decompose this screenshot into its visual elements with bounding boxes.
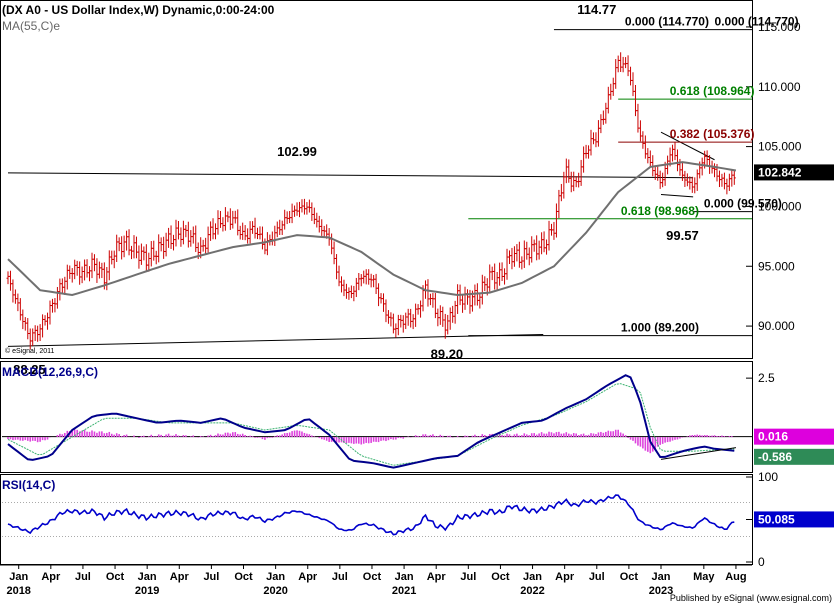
macd-y-tick-label: 2.5 <box>758 371 775 385</box>
fib-label: 0.000 (114.770) <box>715 15 799 29</box>
price-value-tag: 102.842 <box>758 165 802 179</box>
macd-hist-value-tag-bg <box>754 428 834 445</box>
x-tick-label: Jul <box>460 571 476 583</box>
x-tick-label: Jul <box>589 571 605 583</box>
price-y-axis: 115.000 110.000 105.000 100.000 95.000 90.000 <box>746 20 802 333</box>
x-tick-label: Oct <box>106 571 125 583</box>
x-year-label: 2021 <box>392 585 416 597</box>
x-tick-label: Apr <box>555 571 575 583</box>
x-tick-label: Jan <box>395 571 414 583</box>
price-annotation: 99.57 <box>666 228 699 243</box>
rsi-panel-frame <box>0 474 753 565</box>
x-tick-label: May <box>693 571 715 583</box>
fib-label: 0.618 (108.964) <box>670 84 755 98</box>
x-tick-label: Apr <box>41 571 61 583</box>
x-year-label: 2018 <box>6 585 30 597</box>
x-year-label: 2019 <box>135 585 159 597</box>
x-tick-label: Jul <box>203 571 219 583</box>
x-tick-label: Jan <box>138 571 157 583</box>
x-tick-label: Apr <box>427 571 447 583</box>
x-tick-label: Aug <box>725 571 746 583</box>
fibonacci-levels: 0.000 (114.770) 0.000 (114.770) 0.618 (108… <box>468 15 799 337</box>
x-tick-label: Jan <box>266 571 285 583</box>
macd-trendline <box>660 447 737 460</box>
published-label: Published by eSignal (www.esignal.com) <box>670 593 832 603</box>
rsi-title: RSI(14,C) <box>2 478 55 492</box>
trendline <box>660 193 694 198</box>
rsi-y-tick-label: 0 <box>758 555 765 569</box>
ma-legend: MA(55,C)e <box>2 19 60 33</box>
price-y-tick-label: 110.000 <box>758 80 801 94</box>
x-tick-label: Jul <box>332 571 348 583</box>
x-tick-label: Oct <box>620 571 639 583</box>
macd-y-axis: 2.5 <box>2 371 775 438</box>
fib-label: 0.000 (99.570) <box>704 197 782 211</box>
price-y-tick-label: 115.000 <box>758 20 801 34</box>
price-value-tag-bg <box>754 164 834 181</box>
price-y-tick-label: 90.000 <box>758 319 795 333</box>
x-year-label: 2023 <box>649 585 673 597</box>
x-tick-label: Jan <box>652 571 671 583</box>
price-y-tick-label: 95.000 <box>758 259 795 273</box>
x-year-label: 2020 <box>263 585 287 597</box>
macd-panel-frame <box>0 361 753 473</box>
rsi-value-tag-bg <box>754 511 834 528</box>
trendline <box>7 333 544 347</box>
price-bars <box>6 52 736 350</box>
macd-value-tag: -0.586 <box>758 450 792 464</box>
x-tick-label: Apr <box>298 571 318 583</box>
macd-value-tag-bg <box>754 448 834 465</box>
rsi-value-tag: 50.085 <box>758 512 795 526</box>
price-annotation: 88.25 <box>13 362 46 377</box>
macd-title: MACD(12,26,9,C) <box>2 365 98 379</box>
x-tick-label: Jan <box>523 571 542 583</box>
macd-hist-value-tag: 0.016 <box>758 430 788 444</box>
x-tick-label: Oct <box>491 571 510 583</box>
x-tick-label: Jul <box>75 571 91 583</box>
macd-line <box>7 374 735 469</box>
rsi-y-axis: 100500 <box>2 470 778 569</box>
value-tags: 102.842 0.016 -0.586 50.085 <box>754 164 834 528</box>
rsi-line <box>7 494 735 536</box>
fib-label: 0.618 (98.968) <box>621 204 699 218</box>
fib-label: 0.382 (105.376) <box>670 127 755 141</box>
x-tick-label: Oct <box>234 571 253 583</box>
x-tick-label: Oct <box>363 571 382 583</box>
ma-55-line <box>7 161 737 297</box>
price-annotation: 114.77 <box>577 2 616 17</box>
price-panel-frame <box>0 0 753 359</box>
fib-label: 1.000 (89.200) <box>621 321 699 335</box>
trendline <box>660 131 715 161</box>
price-annotation: 102.99 <box>277 144 317 159</box>
x-year-label: 2022 <box>520 585 544 597</box>
x-axis: Jan Apr Jul Oct Jan Apr Jul Oct Jan Apr Jul Oct Jan A… <box>0 564 752 597</box>
price-trendlines <box>7 131 715 347</box>
fib-label: 0.000 (114.770) <box>625 15 709 29</box>
macd-signal-line <box>7 383 735 466</box>
trendline <box>7 172 694 179</box>
copyright-label: © eSignal, 2011 <box>5 347 55 355</box>
x-tick-label: Apr <box>170 571 190 583</box>
x-tick-label: Jan <box>9 571 28 583</box>
price-y-tick-label: 100.000 <box>758 199 802 213</box>
macd-histogram <box>7 429 736 454</box>
rsi-y-tick-label: 100 <box>758 470 778 484</box>
price-annotations: 114.77 102.99 88.25 89.20 99.57 <box>13 2 699 377</box>
price-y-tick-label: 105.000 <box>758 140 802 154</box>
chart-title: (DX A0 - US Dollar Index,W) Dynamic,0:00… <box>2 3 275 17</box>
price-annotation: 89.20 <box>431 346 464 361</box>
